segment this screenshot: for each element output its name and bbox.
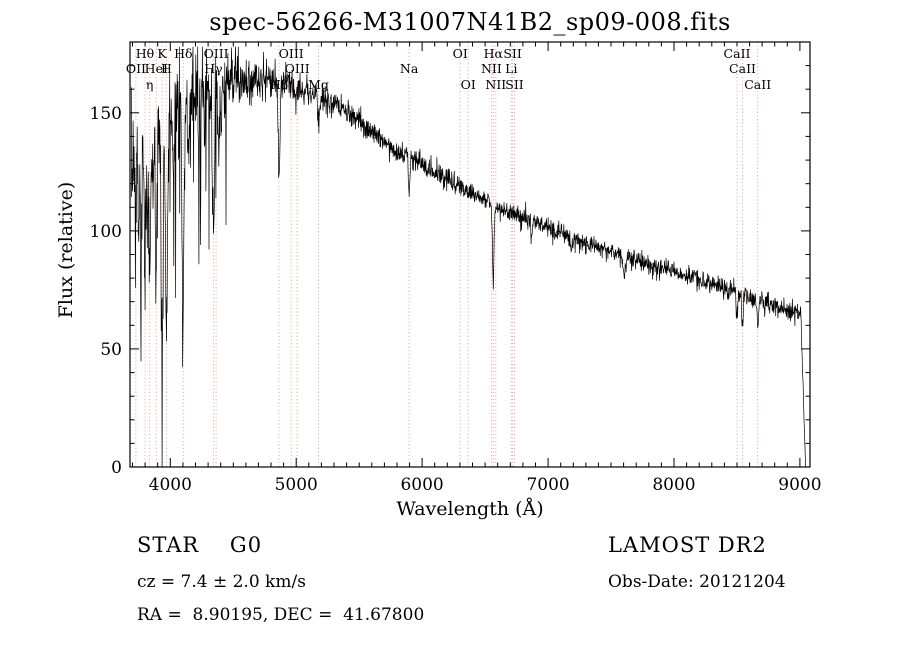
- spectral-line-label: SII: [505, 77, 524, 92]
- x-axis: [132, 42, 801, 467]
- spectral-line-label: OI: [461, 77, 476, 92]
- spectral-line-label: CaII: [724, 46, 751, 61]
- plot-frame: [129, 41, 811, 468]
- spectral-line-label: Hδ: [174, 46, 192, 61]
- spectral-line-label: NII: [481, 61, 502, 76]
- spectral-line-label: Li: [505, 61, 517, 76]
- spectral-line-label: HeI: [145, 61, 168, 76]
- page-title: spec-56266-M31007N41B2_sp09-008.fits: [209, 8, 731, 36]
- spectral-line-label: OIII: [285, 61, 310, 76]
- x-tick-label: 4000: [149, 475, 192, 495]
- y-axis: [130, 65, 810, 468]
- spectral-line-label: CaII: [729, 61, 756, 76]
- spectral-line-label: Na: [400, 61, 419, 76]
- classification-label: STAR G0: [137, 533, 263, 557]
- x-tick-label: 6000: [400, 475, 443, 495]
- y-tick-label: 150: [90, 104, 122, 124]
- spectral-line-label: η: [146, 77, 154, 92]
- spectral-line-label: Hγ: [204, 61, 222, 76]
- spectral-line-label: OIII: [279, 46, 304, 61]
- x-tick-label: 8000: [652, 475, 695, 495]
- y-tick-label: 50: [100, 340, 122, 360]
- spectrum-trace: [130, 46, 806, 467]
- y-tick-label: 0: [111, 458, 122, 478]
- y-tick-label: 100: [90, 222, 122, 242]
- x-tick-label: 9000: [778, 475, 821, 495]
- spectral-line-label: OIII: [204, 46, 229, 61]
- cz-velocity-label: cz = 7.4 ± 2.0 km/s: [137, 572, 306, 592]
- spectral-line-markers: [135, 42, 759, 467]
- y-axis-label: Flux (relative): [55, 181, 77, 319]
- x-axis-label: Wavelength (Å): [396, 498, 544, 520]
- spectral-line-label: K: [157, 46, 167, 61]
- spectral-line-label: H: [161, 61, 172, 76]
- ra-dec-label: RA = 8.90195, DEC = 41.67800: [137, 605, 425, 625]
- survey-label: LAMOST DR2: [608, 533, 767, 557]
- spectral-line-label: OII: [126, 61, 146, 76]
- spectral-line-label: NII: [485, 77, 506, 92]
- x-tick-label: 5000: [275, 475, 318, 495]
- spectral-line-label: Hθ: [136, 46, 154, 61]
- spectral-line-label: Mg: [308, 77, 329, 92]
- x-tick-label: 7000: [526, 475, 569, 495]
- spectral-line-label: OI: [453, 46, 468, 61]
- spectral-line-label: SII: [503, 46, 522, 61]
- spectral-line-label: Hα: [484, 46, 504, 61]
- obs-date-label: Obs-Date: 20121204: [608, 572, 786, 592]
- spectral-line-label: CaII: [744, 77, 771, 92]
